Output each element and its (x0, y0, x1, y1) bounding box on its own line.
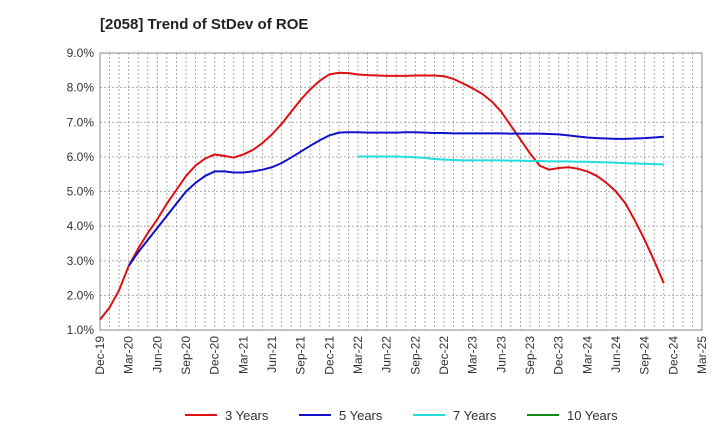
x-tick-label: Sep-24 (638, 336, 652, 375)
y-tick-label: 8.0% (67, 81, 95, 95)
legend-label: 7 Years (453, 408, 497, 423)
chart-title: [2058] Trend of StDev of ROE (100, 16, 308, 33)
x-tick-label: Sep-23 (523, 336, 537, 375)
series-lines (99, 71, 665, 321)
y-tick-label: 9.0% (67, 46, 95, 60)
x-tick-label: Dec-23 (552, 336, 566, 375)
series-line (99, 71, 665, 321)
x-tick-label: Dec-21 (322, 336, 336, 375)
x-tick-label: Mar-23 (466, 336, 480, 374)
x-tick-label: Mar-24 (580, 336, 594, 374)
legend-label: 3 Years (225, 408, 269, 423)
gridlines (100, 53, 702, 330)
series-line (358, 155, 664, 166)
x-tick-label: Mar-22 (351, 336, 365, 374)
x-tick-label: Jun-22 (380, 336, 394, 373)
x-axis: Dec-19 Mar-20 Jun-20 Sep-20 Dec-20 Mar-21 Jun-… (93, 336, 709, 375)
x-tick-label: Jun-21 (265, 336, 279, 373)
y-tick-label: 3.0% (67, 254, 95, 268)
legend-label: 10 Years (567, 408, 618, 423)
x-tick-label: Jun-24 (609, 336, 623, 373)
series-line (127, 131, 664, 267)
x-tick-label: Jun-20 (150, 336, 164, 373)
y-tick-label: 7.0% (67, 115, 95, 129)
x-tick-label: Dec-22 (437, 336, 451, 375)
x-tick-label: Sep-21 (294, 336, 308, 375)
y-tick-label: 6.0% (67, 150, 95, 164)
x-tick-label: Jun-23 (494, 336, 508, 373)
x-tick-label: Dec-24 (666, 336, 680, 375)
x-tick-label: Sep-20 (179, 336, 193, 375)
x-tick-label: Dec-19 (93, 336, 107, 375)
x-tick-label: Sep-22 (408, 336, 422, 375)
legend: 3 Years 5 Years 7 Years 10 Years (185, 408, 618, 423)
plot-area (99, 52, 703, 331)
y-tick-label: 2.0% (67, 288, 95, 302)
legend-label: 5 Years (339, 408, 383, 423)
x-tick-label: Mar-20 (122, 336, 136, 374)
y-tick-label: 5.0% (67, 185, 95, 199)
x-tick-label: Mar-21 (236, 336, 250, 374)
y-axis: 1.0% 2.0% 3.0% 4.0% 5.0% 6.0% 7.0% 8.0% 9.0% (67, 46, 95, 337)
x-tick-label: Mar-25 (695, 336, 709, 374)
y-tick-label: 1.0% (67, 323, 95, 337)
x-tick-label: Dec-20 (208, 336, 222, 375)
y-tick-label: 4.0% (67, 219, 95, 233)
